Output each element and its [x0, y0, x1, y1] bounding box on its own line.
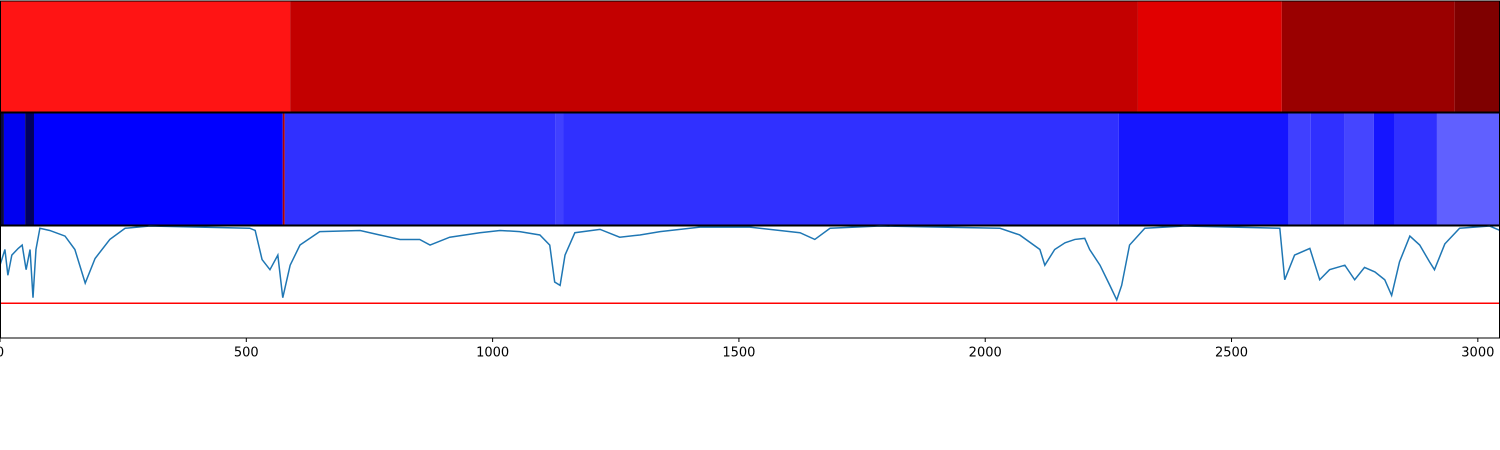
x-tick-label: 2000 [969, 346, 1002, 361]
segment [0, 1, 291, 112]
segment [284, 113, 556, 225]
segment [1310, 113, 1345, 225]
signal-line [0, 225, 1500, 302]
segment [1281, 1, 1455, 112]
segment [282, 113, 285, 225]
segment [1436, 113, 1500, 225]
segment [25, 113, 34, 225]
x-tick-label: 2500 [1215, 346, 1248, 361]
x-tick-label: 1000 [476, 346, 509, 361]
segment [0, 113, 4, 225]
segment [290, 1, 1138, 112]
panel-frame [0, 225, 1500, 339]
segment [1394, 113, 1437, 225]
x-tick-label: 1500 [722, 346, 755, 361]
segment [563, 113, 1119, 225]
segment [1118, 113, 1289, 225]
segment [1137, 1, 1282, 112]
x-tick-label: 500 [234, 346, 259, 361]
segment [1373, 113, 1395, 225]
segment [3, 113, 26, 225]
x-tick-label: 3000 [1461, 346, 1494, 361]
x-tick-label: 0 [0, 346, 4, 361]
segment [1344, 113, 1374, 225]
segment [1288, 113, 1311, 225]
segment [555, 113, 564, 225]
segment [1454, 1, 1500, 112]
segment [33, 113, 283, 225]
